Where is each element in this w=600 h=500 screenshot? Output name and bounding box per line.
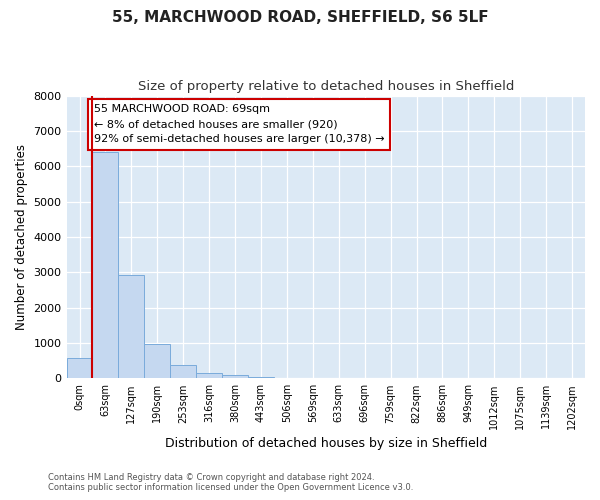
Bar xyxy=(170,365,196,378)
Bar xyxy=(92,152,118,378)
Text: Contains HM Land Registry data © Crown copyright and database right 2024.
Contai: Contains HM Land Registry data © Crown c… xyxy=(48,473,413,492)
Bar xyxy=(248,376,274,378)
Text: 55, MARCHWOOD ROAD, SHEFFIELD, S6 5LF: 55, MARCHWOOD ROAD, SHEFFIELD, S6 5LF xyxy=(112,10,488,25)
Y-axis label: Number of detached properties: Number of detached properties xyxy=(15,144,28,330)
Bar xyxy=(196,372,222,378)
Bar xyxy=(145,344,170,378)
X-axis label: Distribution of detached houses by size in Sheffield: Distribution of detached houses by size … xyxy=(164,437,487,450)
Bar xyxy=(118,275,145,378)
Title: Size of property relative to detached houses in Sheffield: Size of property relative to detached ho… xyxy=(137,80,514,93)
Bar xyxy=(222,376,248,378)
Bar xyxy=(67,358,92,378)
Text: 55 MARCHWOOD ROAD: 69sqm
← 8% of detached houses are smaller (920)
92% of semi-d: 55 MARCHWOOD ROAD: 69sqm ← 8% of detache… xyxy=(94,104,385,144)
